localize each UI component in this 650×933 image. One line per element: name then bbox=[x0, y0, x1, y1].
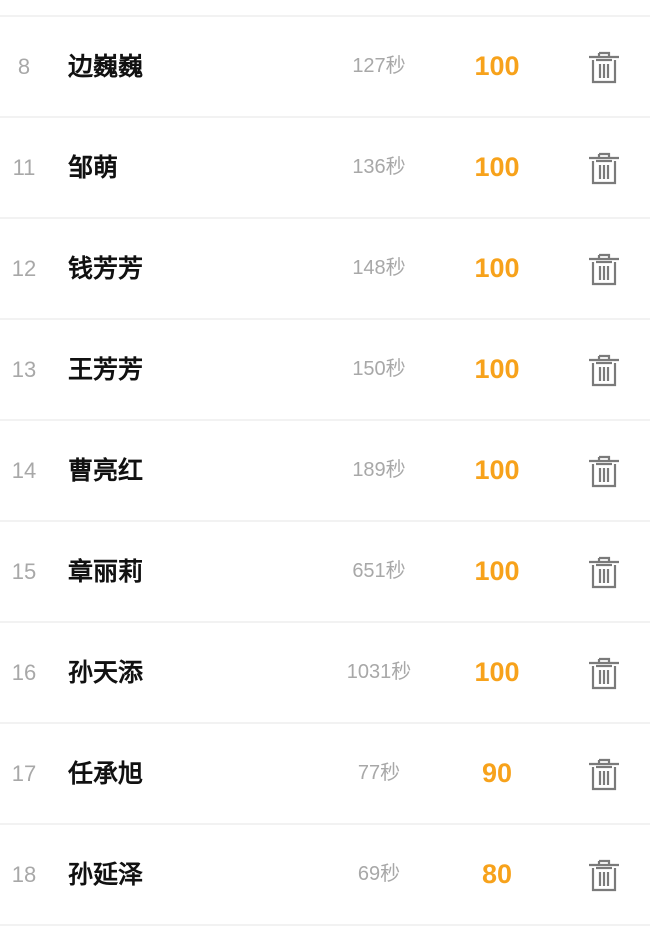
score: 100 bbox=[474, 253, 520, 283]
delete-button[interactable] bbox=[586, 755, 622, 793]
score-list: 8 边巍巍 127秒 100 11 邹萌 136秒 100 bbox=[0, 15, 650, 926]
list-item: 15 章丽莉 651秒 100 bbox=[0, 522, 650, 623]
rank-number: 14 bbox=[11, 458, 37, 483]
student-name: 邹萌 bbox=[68, 153, 119, 182]
list-item: 14 曹亮红 189秒 100 bbox=[0, 421, 650, 522]
score: 100 bbox=[474, 556, 520, 586]
time-used: 77秒 bbox=[357, 762, 401, 784]
student-name: 孙延泽 bbox=[68, 860, 144, 889]
student-name: 曹亮红 bbox=[68, 456, 144, 485]
score: 100 bbox=[474, 455, 520, 485]
rank-number: 13 bbox=[11, 357, 37, 382]
trash-icon bbox=[589, 253, 619, 286]
time-used: 127秒 bbox=[352, 55, 406, 77]
trash-icon bbox=[589, 152, 619, 185]
time-used: 189秒 bbox=[352, 459, 406, 481]
time-used: 148秒 bbox=[352, 257, 406, 279]
delete-button[interactable] bbox=[586, 149, 622, 187]
rank-number: 18 bbox=[11, 862, 37, 887]
time-used: 1031秒 bbox=[346, 661, 412, 683]
score: 100 bbox=[474, 51, 520, 81]
list-item: 8 边巍巍 127秒 100 bbox=[0, 17, 650, 118]
delete-button[interactable] bbox=[586, 351, 622, 389]
list-item: 18 孙延泽 69秒 80 bbox=[0, 825, 650, 926]
student-name: 边巍巍 bbox=[68, 52, 144, 81]
score: 100 bbox=[474, 152, 520, 182]
delete-button[interactable] bbox=[586, 48, 622, 86]
student-name: 章丽莉 bbox=[68, 557, 144, 586]
trash-icon bbox=[589, 455, 619, 488]
delete-button[interactable] bbox=[586, 856, 622, 894]
trash-icon bbox=[589, 657, 619, 690]
list-item: 12 钱芳芳 148秒 100 bbox=[0, 219, 650, 320]
trash-icon bbox=[589, 354, 619, 387]
time-used: 651秒 bbox=[352, 560, 406, 582]
rank-number: 8 bbox=[17, 54, 31, 79]
rank-number: 12 bbox=[11, 256, 37, 281]
score: 100 bbox=[474, 657, 520, 687]
time-used: 150秒 bbox=[352, 358, 406, 380]
delete-button[interactable] bbox=[586, 654, 622, 692]
trash-icon bbox=[589, 51, 619, 84]
time-used: 69秒 bbox=[357, 863, 401, 885]
student-name: 钱芳芳 bbox=[68, 254, 144, 283]
trash-icon bbox=[589, 556, 619, 589]
rank-number: 11 bbox=[12, 155, 36, 180]
delete-button[interactable] bbox=[586, 553, 622, 591]
student-name: 任承旭 bbox=[68, 759, 144, 788]
list-item: 16 孙天添 1031秒 100 bbox=[0, 623, 650, 724]
list-item: 13 王芳芳 150秒 100 bbox=[0, 320, 650, 421]
rank-number: 17 bbox=[11, 761, 37, 786]
time-used: 136秒 bbox=[352, 156, 406, 178]
score: 90 bbox=[481, 758, 513, 788]
rank-number: 15 bbox=[11, 559, 37, 584]
list-item: 17 任承旭 77秒 90 bbox=[0, 724, 650, 825]
list-item: 11 邹萌 136秒 100 bbox=[0, 118, 650, 219]
student-name: 孙天添 bbox=[68, 658, 144, 687]
score: 100 bbox=[474, 354, 520, 384]
delete-button[interactable] bbox=[586, 452, 622, 490]
rank-number: 16 bbox=[11, 660, 37, 685]
trash-icon bbox=[589, 758, 619, 791]
trash-icon bbox=[589, 859, 619, 892]
student-name: 王芳芳 bbox=[68, 355, 144, 384]
delete-button[interactable] bbox=[586, 250, 622, 288]
score: 80 bbox=[481, 859, 513, 889]
